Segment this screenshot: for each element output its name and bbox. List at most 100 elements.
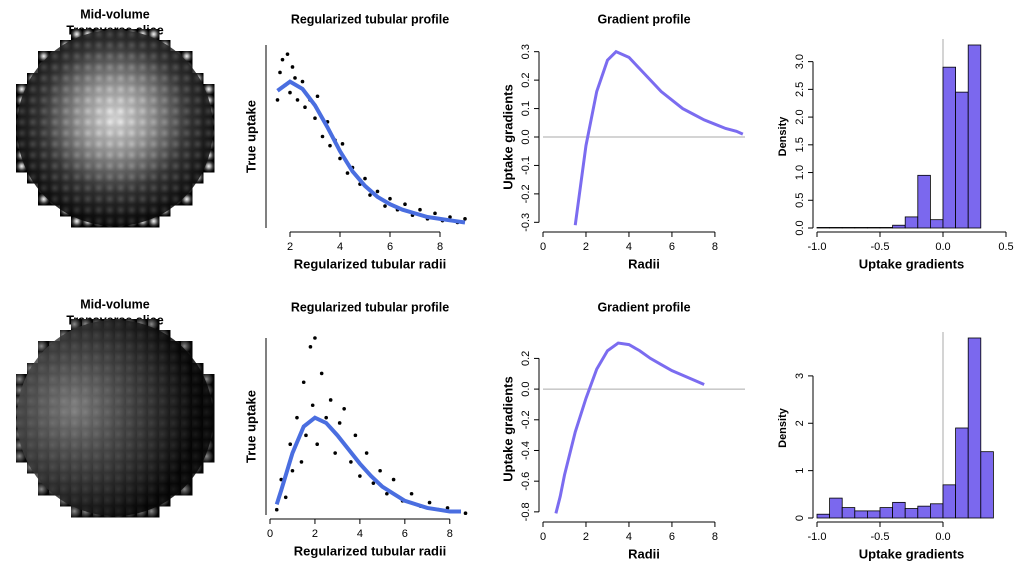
x-tick-label: -1.0 xyxy=(808,241,827,253)
y-tick-label: 0.0 xyxy=(794,220,806,235)
x-tick-label: -0.5 xyxy=(871,531,890,543)
point xyxy=(275,508,279,512)
point xyxy=(293,76,297,80)
x-axis-label: Regularized tubular radii xyxy=(294,256,446,271)
point xyxy=(338,157,342,161)
y-tick-label: 0.1 xyxy=(520,101,532,116)
bar xyxy=(880,508,893,518)
point xyxy=(403,202,407,206)
y-tick-label: 3.0 xyxy=(794,54,806,69)
x-tick-label: 6 xyxy=(402,528,408,540)
point xyxy=(328,144,332,148)
bar xyxy=(956,92,969,228)
y-tick-label: -0.8 xyxy=(520,502,532,521)
bar xyxy=(981,452,994,518)
point xyxy=(354,434,358,438)
y-tick-label: -0.4 xyxy=(520,441,532,460)
y-tick-label: 1.0 xyxy=(794,165,806,180)
bar xyxy=(930,504,943,518)
point xyxy=(333,451,337,455)
x-axis-label: Uptake gradients xyxy=(859,546,964,561)
x-axis-label: Uptake gradients xyxy=(859,256,964,271)
x-tick-label: 6 xyxy=(669,531,675,543)
panel-title: Mid-volume xyxy=(80,297,149,311)
y-tick-label: 2.0 xyxy=(794,109,806,124)
x-tick-label: 4 xyxy=(337,241,343,253)
x-tick-label: 8 xyxy=(712,241,718,253)
bar xyxy=(905,509,918,518)
point xyxy=(316,94,320,98)
x-tick-label: 2 xyxy=(583,531,589,543)
point xyxy=(303,105,307,109)
bar xyxy=(880,227,893,228)
line xyxy=(556,343,704,513)
point xyxy=(321,135,325,139)
y-tick-label: 1 xyxy=(794,468,806,474)
y-tick-label: 3 xyxy=(794,373,806,379)
point xyxy=(464,511,468,515)
x-tick-label: 2 xyxy=(583,241,589,253)
y-tick-label: -0.6 xyxy=(520,472,532,491)
bar xyxy=(817,514,830,518)
point xyxy=(288,442,292,446)
bar xyxy=(817,227,830,228)
y-axis-label: Density xyxy=(777,407,789,448)
point xyxy=(284,496,288,500)
point xyxy=(349,460,353,464)
point xyxy=(313,336,317,340)
x-tick-label: 0 xyxy=(540,531,546,543)
x-tick-label: 0.5 xyxy=(998,241,1013,253)
bar xyxy=(842,227,855,228)
x-tick-label: 8 xyxy=(437,241,443,253)
point xyxy=(363,177,367,181)
point xyxy=(278,71,282,75)
point xyxy=(342,407,346,411)
y-tick-label: 0 xyxy=(794,515,806,521)
point xyxy=(383,204,387,208)
point xyxy=(410,492,414,496)
x-tick-label: 6 xyxy=(387,241,393,253)
x-tick-label: 0 xyxy=(267,528,273,540)
x-tick-label: -1.0 xyxy=(808,531,827,543)
panel-title: Regularized tubular profile xyxy=(291,12,449,26)
bar xyxy=(855,227,868,228)
point xyxy=(286,52,290,56)
point xyxy=(324,416,328,420)
y-axis-label: Density xyxy=(777,116,789,157)
point xyxy=(392,478,396,482)
point xyxy=(365,451,369,455)
y-tick-label: -0.2 xyxy=(520,410,532,429)
point xyxy=(418,208,422,212)
point xyxy=(428,501,432,505)
point xyxy=(311,403,315,407)
y-axis-label: True uptake xyxy=(243,390,258,463)
point xyxy=(309,345,313,349)
bar xyxy=(943,485,956,518)
x-axis-label: Regularized tubular radii xyxy=(294,543,446,558)
bar xyxy=(867,511,880,518)
panel-title: Gradient profile xyxy=(597,12,690,26)
point xyxy=(341,142,345,146)
x-tick-label: 4 xyxy=(626,531,632,543)
point xyxy=(320,372,324,376)
x-tick-label: 6 xyxy=(669,241,675,253)
x-tick-label: 0.0 xyxy=(935,241,950,253)
x-tick-label: 8 xyxy=(447,528,453,540)
x-axis-label: Radii xyxy=(628,546,660,561)
point xyxy=(338,421,342,425)
line xyxy=(277,418,461,512)
y-tick-label: -0.1 xyxy=(520,156,532,175)
y-tick-label: 1.5 xyxy=(794,137,806,152)
y-axis-label: Uptake gradients xyxy=(500,84,515,189)
point xyxy=(296,98,300,102)
bar xyxy=(842,508,855,518)
point xyxy=(276,98,280,102)
y-tick-label: 0.0 xyxy=(520,381,532,396)
y-tick-label: 2 xyxy=(794,420,806,426)
point xyxy=(304,434,308,438)
point xyxy=(358,474,362,478)
bar xyxy=(918,175,931,228)
point xyxy=(301,80,305,84)
point xyxy=(378,469,382,473)
x-tick-label: 0.0 xyxy=(935,531,950,543)
